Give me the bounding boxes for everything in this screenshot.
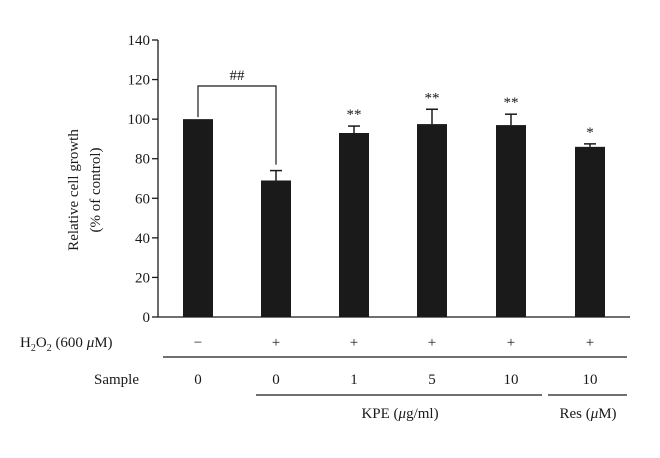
- sample-value: 0: [194, 372, 202, 388]
- y-tick-label: 140: [128, 33, 151, 49]
- res-group-label: Res (μM): [559, 406, 616, 422]
- bar: [575, 146, 605, 317]
- bracket-line: [197, 85, 277, 165]
- sample-row-values: 0 0 1 5 10 10: [194, 372, 597, 388]
- bar: [496, 125, 526, 317]
- bar: [339, 132, 369, 317]
- sample-value: 10: [583, 372, 598, 388]
- h2o2-value: +: [507, 335, 515, 351]
- h2o2-row-values: − + + + + +: [194, 335, 594, 351]
- significance-marker: **: [425, 90, 440, 106]
- h2o2-value: +: [428, 335, 436, 351]
- bars-group: **** ***: [183, 90, 605, 318]
- sample-value: 10: [504, 372, 519, 388]
- h2o2-value: +: [272, 335, 280, 351]
- y-axis: 0 20 40 60 80 100 120 140: [128, 33, 630, 326]
- y-axis-title-line1: Relative cell growth: [66, 129, 82, 251]
- sample-value: 0: [272, 372, 280, 388]
- h2o2-value: +: [350, 335, 358, 351]
- h2o2-value: +: [586, 335, 594, 351]
- kpe-group-label: KPE (μg/ml): [361, 406, 438, 422]
- bar: [417, 124, 447, 317]
- y-tick-label: 40: [135, 231, 150, 247]
- y-tick-label: 0: [143, 310, 151, 326]
- y-axis-title-line2: (% of control): [88, 148, 104, 233]
- bracket-label: ##: [230, 68, 246, 84]
- bar: [261, 180, 291, 317]
- sample-value: 5: [428, 372, 436, 388]
- y-tick-label: 120: [128, 73, 151, 89]
- significance-marker: **: [504, 95, 519, 111]
- sample-row-label: Sample: [94, 372, 139, 388]
- significance-bracket: ##: [197, 68, 277, 165]
- significance-marker: **: [347, 107, 362, 123]
- y-tick-label: 60: [135, 191, 150, 207]
- y-tick-label: 20: [135, 270, 150, 286]
- h2o2-value: −: [194, 335, 202, 351]
- bar: [183, 119, 213, 318]
- y-tick-label: 100: [128, 112, 151, 128]
- y-tick-label: 80: [135, 152, 150, 168]
- h2o2-row-label: H2O2 (600 μM): [20, 335, 113, 354]
- sample-value: 1: [350, 372, 358, 388]
- significance-marker: *: [586, 125, 594, 141]
